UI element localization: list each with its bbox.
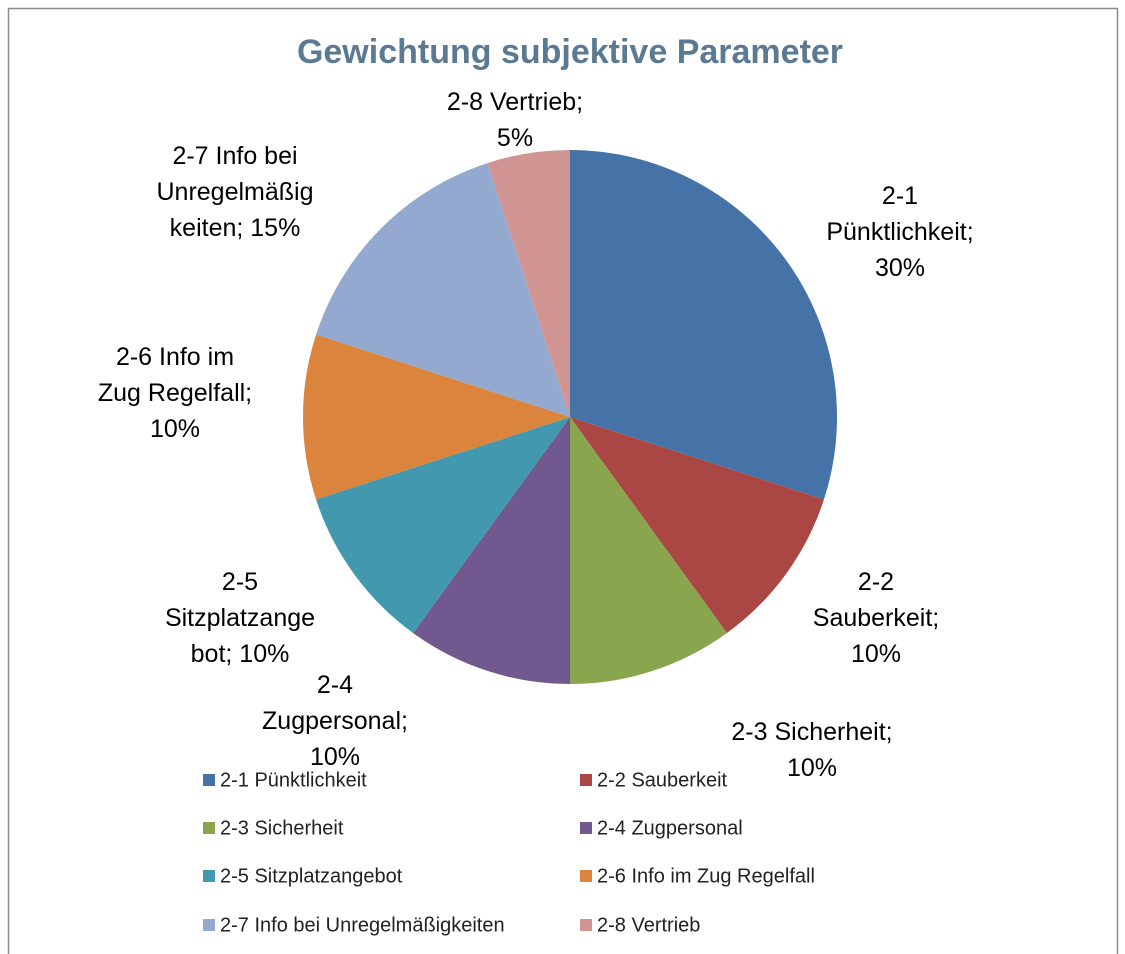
legend-swatch [580,919,592,931]
data-label: 2-5 Sitzplatzange bot; 10% [165,568,315,668]
legend-swatch [203,774,215,786]
legend-label: 2-7 Info bei Unregelmäßigkeiten [220,914,505,936]
chart-title: Gewichtung subjektive Parameter [297,33,843,71]
legend-label: 2-5 Sitzplatzangebot [220,865,403,887]
legend-label: 2-2 Sauberkeit [597,769,728,791]
legend-label: 2-1 Pünktlichkeit [220,769,367,791]
data-label: 2-7 Info bei Unregelmäßig keiten; 15% [156,142,313,242]
pie-slice [570,150,837,500]
data-label: 2-6 Info im Zug Regelfall; 10% [98,343,252,443]
pie-slice [302,334,570,500]
data-label: 2-3 Sicherheit; 10% [731,718,892,782]
chart-border [7,7,1119,954]
pie-slice [316,417,570,634]
pie-slice [316,163,570,417]
legend-swatch [203,870,215,882]
data-label: 2-4 Zugpersonal; 10% [262,671,408,771]
legend-label: 2-6 Info im Zug Regelfall [597,865,815,887]
data-label: 2-2 Sauberkeit; 10% [813,568,939,668]
legend-label: 2-8 Vertrieb [597,914,700,936]
legend-swatch [580,822,592,834]
pie-slice [570,417,727,684]
legend-swatch [580,870,592,882]
legend-swatch [203,919,215,931]
data-label: 2-8 Vertrieb; 5% [447,88,583,152]
pie-slice [487,150,570,417]
legend-swatch [203,822,215,834]
legend-label: 2-3 Sicherheit [220,817,344,839]
legend-label: 2-4 Zugpersonal [597,817,743,839]
data-label: 2-1 Pünktlichkeit; 30% [826,182,973,282]
pie-slice [413,417,570,684]
legend-swatch [580,774,592,786]
pie-slice [570,417,824,634]
